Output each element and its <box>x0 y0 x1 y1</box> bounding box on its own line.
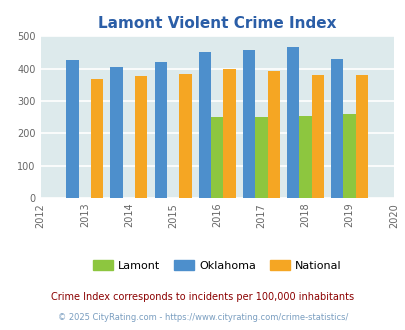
Bar <box>198 52 211 198</box>
Title: Lamont Violent Crime Index: Lamont Violent Crime Index <box>98 16 336 31</box>
Bar <box>223 69 235 198</box>
Bar <box>135 77 147 198</box>
Bar <box>91 79 103 198</box>
Text: © 2025 CityRating.com - https://www.cityrating.com/crime-statistics/: © 2025 CityRating.com - https://www.city… <box>58 313 347 322</box>
Legend: Lamont, Oklahoma, National: Lamont, Oklahoma, National <box>88 255 345 275</box>
Bar <box>110 67 122 198</box>
Bar <box>286 47 298 198</box>
Bar <box>343 114 355 198</box>
Bar <box>255 117 267 198</box>
Bar <box>330 59 343 198</box>
Bar <box>298 116 311 198</box>
Bar <box>179 74 191 198</box>
Bar <box>355 75 367 198</box>
Bar <box>311 75 323 198</box>
Bar <box>154 61 166 198</box>
Bar <box>242 50 255 198</box>
Bar <box>66 60 79 198</box>
Bar <box>211 117 223 198</box>
Text: Crime Index corresponds to incidents per 100,000 inhabitants: Crime Index corresponds to incidents per… <box>51 292 354 302</box>
Bar <box>267 71 279 198</box>
